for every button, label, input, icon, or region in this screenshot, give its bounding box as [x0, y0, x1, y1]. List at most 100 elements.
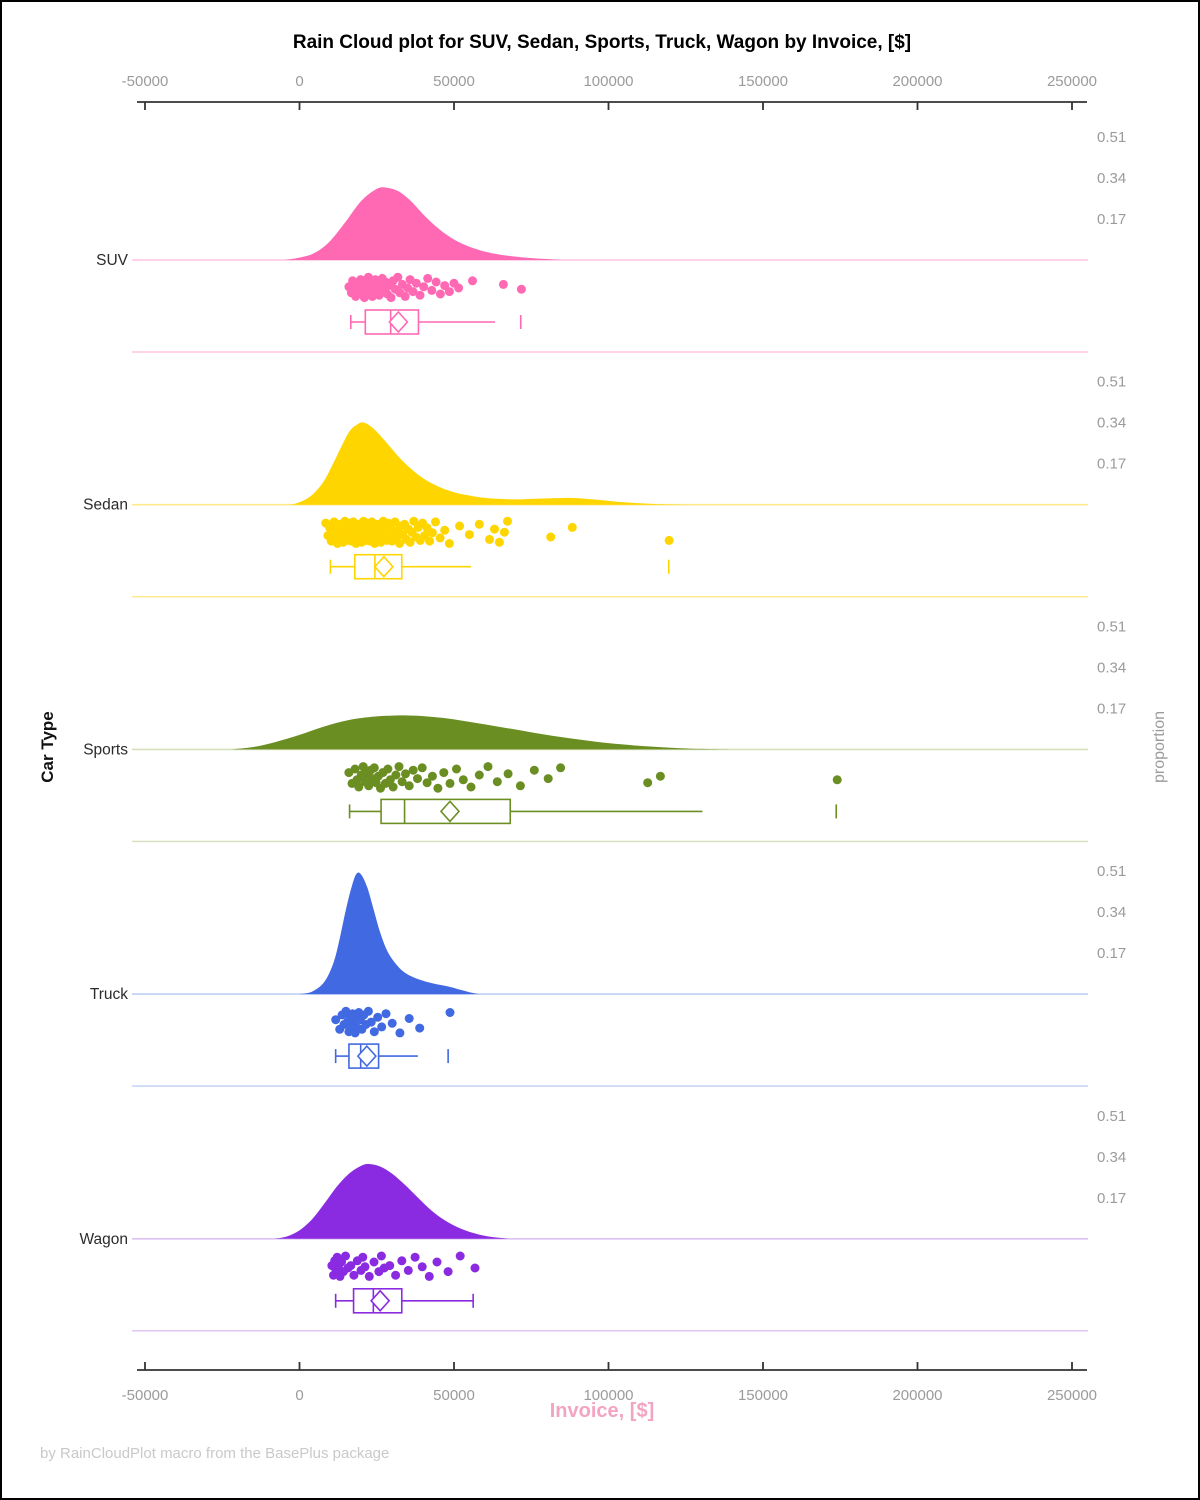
rain-point [417, 1262, 427, 1272]
rain-point [383, 764, 393, 774]
chart-title: Rain Cloud plot for SUV, Sedan, Sports, … [292, 32, 912, 53]
rain-point [432, 1257, 442, 1267]
footer-attribution: by RainCloudPlot macro from the BasePlus… [40, 1445, 390, 1462]
rain-point [346, 1261, 356, 1271]
top-axis-tick-label: 100000 [583, 73, 633, 90]
bottom-axis-tick-label: 150000 [738, 1387, 788, 1404]
rain-point [408, 287, 418, 297]
rain-points [344, 762, 842, 793]
rain-point [366, 1017, 376, 1027]
top-axis-tick-label: -50000 [122, 73, 169, 90]
proportion-tick-label: 0.17 [1097, 945, 1126, 962]
rain-point [391, 1270, 401, 1280]
rain-point [373, 1012, 383, 1022]
panel-suv: SUV 0.51 0.34 0.17 [96, 129, 1126, 353]
rain-point [455, 1251, 465, 1261]
rain-point [419, 282, 429, 292]
rain-point [445, 1008, 455, 1017]
rain-point [427, 528, 437, 538]
box-plot [329, 553, 670, 580]
proportion-tick-label: 0.17 [1097, 700, 1126, 717]
rain-point [468, 276, 477, 286]
rain-point [415, 1023, 425, 1033]
rain-point [413, 774, 422, 784]
rain-point [423, 273, 433, 283]
rain-point [411, 278, 421, 288]
bottom-axis-tick-label: -50000 [122, 1387, 169, 1404]
rain-point [391, 770, 401, 780]
rain-point [403, 1265, 413, 1275]
rain-point [567, 522, 577, 532]
proportion-tick-label: 0.17 [1097, 1190, 1126, 1207]
rain-point [431, 517, 440, 527]
rain-point [350, 764, 360, 774]
rain-point [397, 777, 407, 787]
rain-point [440, 525, 450, 535]
rain-point [445, 778, 455, 788]
rain-point [408, 765, 418, 775]
rain-point [498, 279, 508, 289]
rain-point [483, 762, 493, 772]
rain-point [832, 775, 842, 785]
rain-points [344, 272, 526, 303]
rain-point [499, 527, 509, 537]
proportion-tick-label: 0.17 [1097, 456, 1126, 473]
box-plot [348, 798, 838, 825]
rain-point [385, 1261, 395, 1271]
bottom-axis-tick-label: 0 [295, 1387, 303, 1404]
rain-point [516, 284, 526, 294]
rain-point [395, 1028, 405, 1038]
rain-point [474, 770, 484, 780]
rain-point [358, 762, 368, 772]
rain-point [664, 535, 674, 545]
proportion-tick-label: 0.34 [1097, 904, 1126, 921]
rain-point [444, 287, 454, 297]
rain-point [494, 537, 504, 547]
bottom-axis-tick-label: 100000 [583, 1387, 633, 1404]
rain-point [397, 1256, 407, 1266]
rain-point [503, 516, 512, 526]
category-label-truck: Truck [90, 986, 128, 1003]
rain-point [556, 763, 566, 773]
x-axis-label-invoice: Invoice, [$] [549, 1400, 655, 1422]
rain-point [470, 1263, 480, 1273]
rain-point [643, 778, 653, 788]
rain-point [341, 1251, 350, 1261]
panel-wagon: Wagon 0.51 0.34 0.17 [79, 1108, 1126, 1332]
rain-point [369, 1257, 379, 1267]
rain-point [529, 765, 539, 775]
category-label-sports: Sports [83, 741, 128, 758]
mean-diamond [373, 555, 394, 578]
x-axes [137, 101, 1087, 1371]
box-plot [334, 1288, 474, 1314]
top-axis-tick-label: 0 [295, 73, 303, 90]
rain-point [435, 533, 445, 543]
rain-point [425, 536, 435, 546]
top-axis-tick-label: 200000 [892, 73, 942, 90]
bottom-axis-tick-label: 50000 [433, 1387, 475, 1404]
rain-point [431, 277, 441, 287]
density-cloud [274, 1163, 510, 1239]
mean-diamond [439, 800, 461, 823]
rain-point [454, 283, 464, 293]
rain-point [400, 291, 410, 301]
rain-point [363, 272, 373, 282]
rain-point [492, 777, 502, 787]
rain-point [410, 1252, 420, 1262]
proportion-tick-label: 0.34 [1097, 1149, 1126, 1166]
rain-point [364, 1271, 374, 1281]
rain-point [464, 530, 474, 540]
bottom-axis-tick-label: 200000 [892, 1387, 942, 1404]
rain-point [394, 762, 404, 772]
rain-point [435, 289, 445, 299]
rain-point [381, 1009, 391, 1019]
rain-point [443, 1267, 453, 1277]
mean-diamond [388, 310, 409, 334]
rain-point [424, 1271, 434, 1281]
density-cloud [284, 187, 563, 260]
rain-point [388, 782, 398, 792]
rain-point [546, 532, 556, 542]
density-cloud [290, 422, 686, 505]
panel-sedan: Sedan 0.51 0.34 0.17 [83, 374, 1126, 598]
